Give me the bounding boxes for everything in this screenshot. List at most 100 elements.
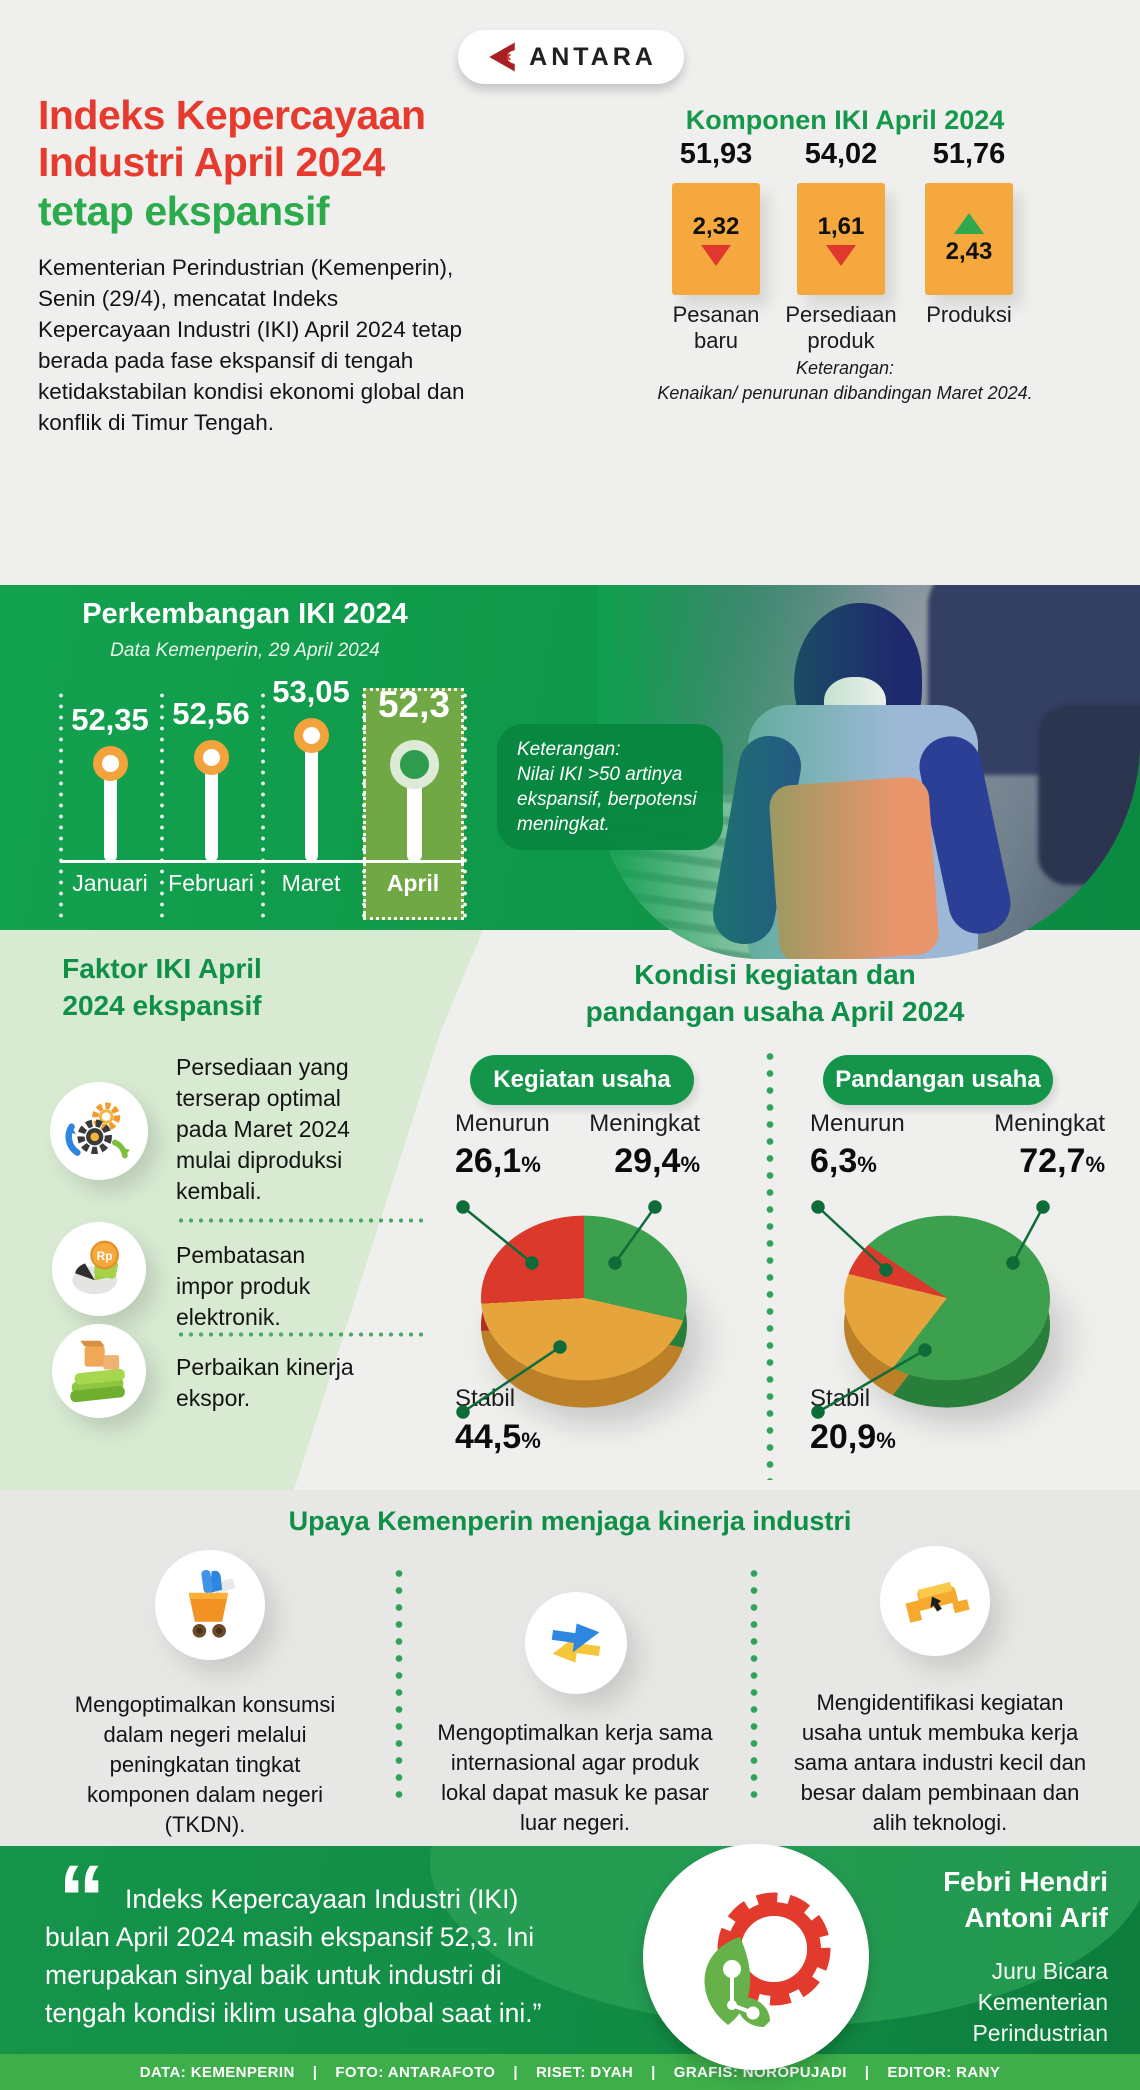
svg-text:Rp: Rp (97, 1249, 113, 1263)
gear-leaf-logo-icon (704, 1892, 831, 2027)
komponen-label: Produksi (926, 302, 1012, 327)
antara-wordmark: ANTARA (529, 42, 657, 71)
lollipop-marker (194, 740, 229, 775)
production-gears-icon (65, 1102, 130, 1159)
credit-separator: | (312, 2063, 318, 2081)
lollipop-stem (205, 757, 218, 862)
faktor-icon-circle: Rp (52, 1222, 146, 1316)
month-label: Januari (72, 870, 148, 896)
credits-bar: DATA: KEMENPERIN | FOTO: ANTARAFOTO | RI… (0, 2054, 1140, 2090)
upaya-icon-circle (525, 1592, 627, 1694)
intro-paragraph: Kementerian Perindustrian (Kemenperin), … (38, 255, 465, 435)
import-restriction-icon: Rp (72, 1240, 119, 1295)
iki-value-april: 52,3 (377, 684, 450, 725)
komponen-card-pesanan-baru: 2,32 (672, 183, 760, 295)
month-label: Februari (168, 870, 254, 896)
page-title-red: Indeks Kepercayaan Industri April 2024 (38, 92, 426, 185)
stat-label: Meningkat (994, 1110, 1105, 1137)
month-label-april: April (386, 870, 440, 896)
komponen-card-persediaan-produk: 1,61 (797, 183, 885, 295)
credit-data: DATA: KEMENPERIN (139, 2063, 295, 2081)
stat-label: Menurun (810, 1110, 905, 1137)
credit-grafis: GRAFIS: NOROPUJADI (673, 2063, 847, 2081)
kemenperin-logo (643, 1844, 869, 2070)
pie-pandangan-usaha (844, 1215, 1050, 1381)
credit-riset: RISET: DYAH (535, 2063, 634, 2081)
grid-dotted-line (160, 690, 164, 918)
komponen-value: 54,02 (804, 138, 878, 170)
stat-value: 6,3% (810, 1142, 877, 1180)
faktor-icon-circle (50, 1082, 148, 1180)
change-value: 2,43 (945, 237, 993, 265)
dotted-divider-vertical (750, 1565, 758, 1805)
badge-kegiatan-usaha: Kegiatan usaha (470, 1055, 694, 1105)
faktor-item-text: Perbaikan kinerja ekspor. (176, 1354, 354, 1411)
dotted-divider-vertical (395, 1565, 403, 1805)
perkembangan-subtitle: Data Kemenperin, 29 April 2024 (110, 640, 380, 661)
lollipop-stem (104, 763, 117, 862)
faktor-item-text: Persediaan yang terserap optimal pada Ma… (176, 1054, 350, 1204)
speaker-role: Juru Bicara Kementerian Perindustrian (972, 1958, 1108, 2046)
exchange-arrows-icon (551, 1623, 601, 1663)
komponen-label: Pesanan baru (672, 302, 760, 353)
iki-value-januari: 52,35 (71, 702, 149, 737)
stat-value: 44,5% (455, 1418, 541, 1456)
stat-label: Menurun (455, 1110, 550, 1137)
pie-kegiatan-usaha (481, 1215, 687, 1381)
komponen-label: Persediaan produk (785, 302, 897, 353)
stat-value: 20,9% (810, 1418, 896, 1456)
komponen-title: Komponen IKI April 2024 (685, 105, 1005, 135)
iki-value-februari: 52,56 (172, 696, 250, 731)
quote-mark-icon: “ (58, 1846, 106, 1952)
shopping-cart-icon (188, 1570, 235, 1638)
upaya-item-text: Mengoptimalkan kerja sama internasional … (437, 1720, 713, 1835)
increase-icon (954, 212, 984, 234)
month-label: Maret (281, 870, 341, 896)
grid-dotted-line (362, 690, 366, 918)
credit-separator: | (864, 2063, 870, 2081)
lollipop-marker (294, 718, 329, 753)
chart-baseline (60, 860, 464, 863)
upaya-item-text: Mengoptimalkan konsumsi dalam negeri mel… (74, 1692, 336, 1837)
stat-value: 26,1% (455, 1142, 541, 1180)
credit-separator: | (513, 2063, 518, 2081)
upaya-icon-circle (155, 1550, 265, 1660)
faktor-item-text: Pembatasan impor produk elektronik. (176, 1242, 311, 1330)
dotted-divider (176, 1332, 428, 1337)
grid-dotted-line (463, 690, 467, 918)
upaya-title: Upaya Kemenperin menjaga kinerja industr… (288, 1506, 852, 1536)
kondisi-title: Kondisi kegiatan dan pandangan usaha Apr… (585, 959, 965, 1027)
antara-eye-icon (485, 41, 519, 73)
pie-leader-lines (456, 1200, 1050, 1419)
antara-logo: ANTARA (458, 30, 684, 84)
komponen-card-produksi: 2,43 (925, 183, 1013, 295)
stat-value: 29,4% (614, 1142, 700, 1180)
decrease-icon (826, 244, 856, 266)
stat-value: 72,7% (1019, 1142, 1105, 1180)
faktor-title: Faktor IKI April 2024 ekspansif (62, 953, 262, 1021)
stat-label: Meningkat (589, 1110, 700, 1137)
komponen-note: Keterangan: Kenaikan/ penurunan dibandin… (657, 358, 1033, 403)
credit-editor: EDITOR: RANY (887, 2063, 1001, 2081)
lollipop-stem (407, 765, 422, 862)
dotted-divider-vertical (766, 1048, 774, 1480)
iki-value-maret: 53,05 (272, 674, 350, 709)
perkembangan-title: Perkembangan IKI 2024 (82, 598, 408, 630)
upaya-icon-circle (880, 1546, 990, 1656)
decrease-icon (701, 244, 731, 266)
change-value: 2,32 (692, 212, 740, 240)
komponen-value: 51,93 (679, 138, 753, 170)
connector-icon (905, 1581, 970, 1623)
credit-foto: FOTO: ANTARAFOTO (335, 2063, 496, 2081)
change-value: 1,61 (817, 212, 865, 240)
page-title-green: tetap ekspansif (38, 188, 330, 234)
grid-dotted-line (261, 690, 265, 918)
factory-photo (598, 585, 1140, 959)
upaya-item-text: Mengidentifikasi kegiatan usaha untuk me… (793, 1690, 1087, 1835)
lollipop-marker (93, 746, 128, 781)
badge-pandangan-usaha: Pandangan usaha (823, 1055, 1053, 1105)
lollipop-marker-april (390, 740, 439, 789)
lollipop-stem (305, 735, 318, 862)
dotted-divider (176, 1218, 428, 1223)
